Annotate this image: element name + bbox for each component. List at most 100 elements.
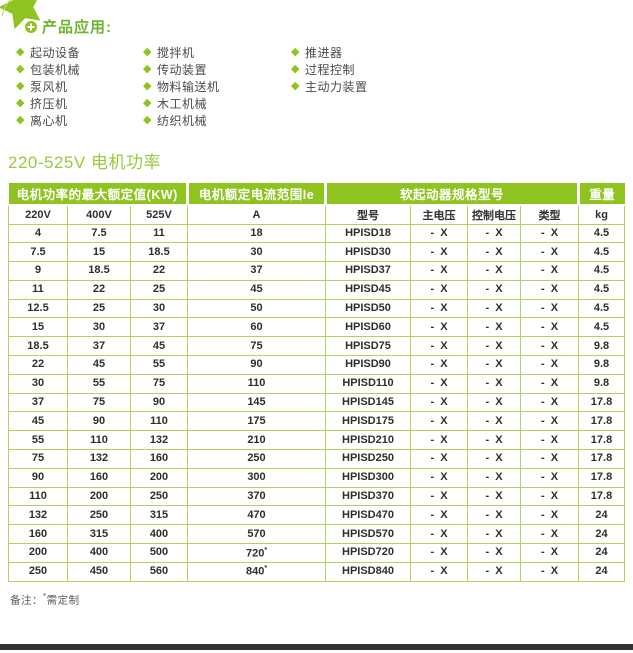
table-cell: 300 [187, 467, 326, 488]
table-row: 200 400 500 720* HPISD720- X- X- X 24 [8, 543, 626, 563]
table-cell: 18.5 [67, 261, 131, 281]
model-cell: HPISD175 [325, 411, 411, 432]
table-cell: - X [519, 298, 580, 319]
list-item-label: 离心机 [30, 114, 68, 128]
model-cell: HPISD18 [325, 223, 411, 244]
table-cell: 30 [187, 242, 326, 263]
table-cell: - X [519, 543, 580, 563]
table-cell: - X [519, 279, 580, 300]
list-item: ◆ 包装机械 [16, 61, 80, 78]
table-cell: 22 [67, 279, 131, 300]
table-cell: - X [467, 242, 521, 263]
table-cell: - X [410, 317, 468, 338]
table-cell: - X [519, 392, 580, 413]
list-item-label: 纺织机械 [157, 114, 208, 128]
table-cell: 250 [187, 449, 326, 469]
col-header-model: 型号 [325, 205, 411, 225]
footnote-text: 需定制 [46, 594, 80, 607]
table-cell: 4 [8, 223, 68, 244]
table-cell: - X [467, 505, 521, 526]
list-item-label: 物料输送机 [157, 80, 220, 94]
table-cell: - X [467, 411, 521, 432]
table-cell: 175 [187, 411, 326, 432]
list-item: ◆ 过程控制 [291, 61, 368, 78]
table-cell: 75 [130, 373, 188, 394]
table-cell: - X [467, 373, 521, 394]
table-cell: 15 [8, 317, 68, 338]
table-cell: - X [519, 242, 580, 263]
list-item-label: 包装机械 [30, 63, 81, 77]
table-cell: 22 [130, 261, 188, 281]
table-cell: - X [467, 392, 521, 413]
table-cell: 11 [8, 279, 68, 300]
table-cell: 250 [8, 561, 68, 582]
table-cell: - X [410, 505, 468, 526]
model-cell: HPISD210 [325, 430, 411, 451]
list-item: ◆ 搅拌机 [143, 44, 220, 61]
model-cell: HPISD720 [325, 543, 411, 563]
table-cell: - X [410, 561, 468, 582]
table-cell: 570 [187, 524, 326, 545]
table-cell: - X [467, 486, 521, 507]
table-cell: 18 [187, 223, 326, 244]
table-cell: 160 [67, 467, 131, 488]
table-row: 12.5 25 30 50 HPISD50- X- X- X 4.5 [8, 298, 626, 319]
table-cell: 4.5 [578, 279, 626, 300]
list-item: ◆ 木工机械 [143, 95, 220, 112]
table-cell: 200 [67, 486, 131, 507]
table-cell: 840* [187, 561, 326, 582]
table-cell: 250 [67, 505, 131, 526]
table-cell: 4.5 [578, 261, 626, 281]
diamond-bullet-icon: ◆ [16, 114, 25, 126]
table-cell: - X [519, 449, 580, 469]
list-item-label: 传动装置 [157, 63, 208, 77]
table-cell: 12.5 [8, 298, 68, 319]
table-cell: - X [467, 298, 521, 319]
table-cell: - X [410, 355, 468, 375]
list-item: ◆ 物料输送机 [143, 78, 220, 95]
table-cell: 15 [67, 242, 131, 263]
section-title: 220-525V 电机功率 [8, 153, 161, 172]
model-cell: HPISD370 [325, 486, 411, 507]
table-cell: 17.8 [578, 449, 626, 469]
table-cell: 24 [578, 561, 626, 582]
list-item-label: 挤压机 [30, 97, 68, 111]
table-cell: - X [519, 355, 580, 375]
table-row: 160 315 400 570 HPISD570- X- X- X 24 [8, 524, 626, 545]
applications-column-2: ◆ 搅拌机 ◆ 传动装置 ◆ 物料输送机 ◆ 木工机械 ◆ 纺织机械 [143, 44, 220, 129]
table-cell: 9.8 [578, 355, 626, 375]
list-item: ◆ 挤压机 [16, 95, 80, 112]
table-cell: - X [519, 505, 580, 526]
table-cell: - X [519, 261, 580, 281]
table-cell: - X [467, 223, 521, 244]
table-body: 4 7.5 11 18 HPISD18- X- X- X 4.5 7.5 15 18.5 30 HP… [8, 223, 626, 582]
table-cell: - X [410, 411, 468, 432]
table-cell: - X [410, 486, 468, 507]
col-header-a: A [187, 205, 326, 225]
table-cell: 37 [130, 317, 188, 338]
diamond-bullet-icon: ◆ [16, 97, 25, 109]
footnote: 备注：*需定制 [10, 592, 80, 608]
list-item: ◆ 主动力装置 [291, 78, 368, 95]
list-item: ◆ 传动装置 [143, 61, 220, 78]
table-cell: 75 [67, 392, 131, 413]
model-cell: HPISD50 [325, 298, 411, 319]
table-cell: - X [467, 430, 521, 451]
table-cell: 17.8 [578, 486, 626, 507]
table-cell: 145 [187, 392, 326, 413]
group-header-motor-power: 电机功率的最大额定值(KW) [8, 183, 189, 206]
table-cell: - X [410, 430, 468, 451]
table-cell: 9 [8, 261, 68, 281]
table-cell: - X [410, 373, 468, 394]
table-cell: 60 [187, 317, 326, 338]
applications-column-1: ◆ 起动设备 ◆ 包装机械 ◆ 泵风机 ◆ 挤压机 ◆ 离心机 [16, 44, 80, 129]
table-row: 4 7.5 11 18 HPISD18- X- X- X 4.5 [8, 223, 626, 244]
table-cell: - X [467, 449, 521, 469]
table-cell: - X [467, 561, 521, 582]
table-cell: - X [410, 261, 468, 281]
model-cell: HPISD570 [325, 524, 411, 545]
table-cell: 110 [187, 373, 326, 394]
table-cell: 37 [187, 261, 326, 281]
col-header-control-voltage: 控制电压 [467, 205, 521, 225]
table-cell: - X [410, 298, 468, 319]
